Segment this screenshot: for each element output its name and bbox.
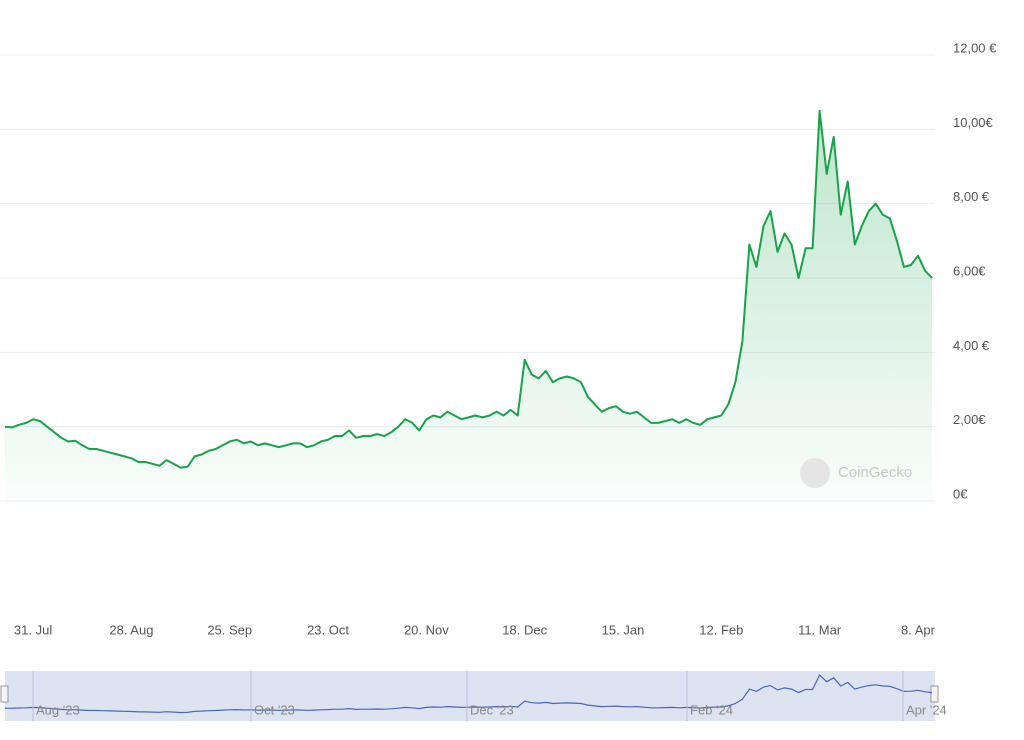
x-tick-label: 25. Sep (207, 622, 252, 637)
x-tick-label: 20. Nov (404, 622, 449, 637)
navigator-handle[interactable] (930, 685, 939, 703)
watermark: CoinGecko (800, 458, 912, 488)
y-tick-label: 4,00 € (953, 338, 990, 353)
navigator-line (4, 674, 933, 714)
y-tick-label: 12,00 € (953, 40, 997, 55)
navigator: Aug '23 Oct '23 Dec '23 Feb '24 Apr '24 (0, 671, 947, 721)
y-tick-label: 10,00€ (953, 115, 994, 130)
x-tick-label: 8. Apr (901, 622, 936, 637)
navigator-label: Aug '23 (36, 702, 80, 717)
y-tick-label: 6,00€ (953, 263, 986, 278)
grid: 0€ 2,00€ 4,00 € 6,00€ 8,00 € 10,00€ 12,00 € 31.… (0, 40, 997, 637)
y-tick-label: 2,00€ (953, 412, 986, 427)
price-area (5, 110, 932, 502)
x-tick-label: 15. Jan (602, 622, 645, 637)
watermark-text: CoinGecko (838, 464, 912, 481)
x-tick-label: 23. Oct (307, 622, 349, 637)
navigator-label: Oct '23 (254, 702, 295, 717)
x-tick-label: 18. Dec (502, 622, 547, 637)
x-tick-label: 31. Jul (14, 622, 52, 637)
navigator-label: Apr '24 (906, 702, 947, 717)
navigator-label: Feb '24 (690, 702, 733, 717)
plot (4, 109, 933, 502)
x-tick-label: 12. Feb (699, 622, 743, 637)
navigator-handle[interactable] (0, 685, 9, 703)
y-tick-label: 0€ (953, 486, 968, 501)
navigator-label: Dec '23 (470, 702, 514, 717)
x-tick-label: 28. Aug (109, 622, 153, 637)
x-tick-label: 11. Mar (798, 622, 842, 637)
y-tick-label: 8,00 € (953, 189, 990, 204)
price-line (4, 109, 933, 469)
